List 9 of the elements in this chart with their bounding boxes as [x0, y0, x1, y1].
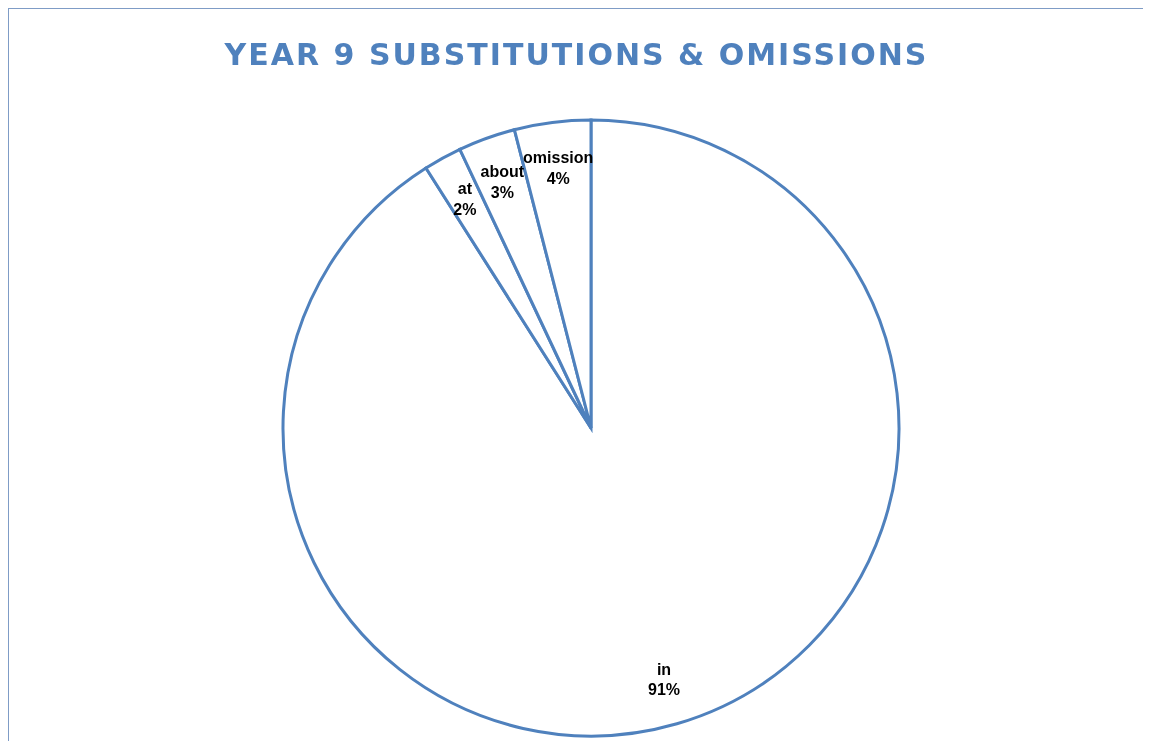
slice-label: at: [457, 179, 473, 197]
chart-title: YEAR 9 SUBSTITUTIONS & OMISSIONS: [223, 37, 930, 72]
slice-label: in: [656, 660, 672, 678]
data-label: 4%: [546, 170, 570, 188]
pie-slice: [281, 118, 901, 738]
data-label: 2%: [453, 200, 477, 218]
slice-label: about: [480, 162, 525, 180]
data-label: 91%: [648, 681, 681, 699]
data-label: 3%: [490, 183, 514, 201]
